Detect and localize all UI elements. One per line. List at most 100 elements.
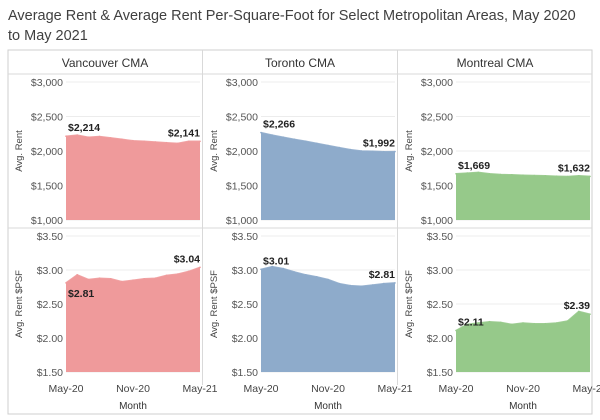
data-point xyxy=(109,137,112,139)
data-point xyxy=(132,139,134,142)
area-series xyxy=(456,172,590,220)
data-point xyxy=(293,271,296,273)
data-point xyxy=(282,267,285,270)
data-point xyxy=(293,138,296,141)
data-point xyxy=(132,279,134,282)
data-point xyxy=(87,278,90,281)
data-point xyxy=(589,175,591,178)
x-tick-label: May-20 xyxy=(438,383,473,395)
data-label-last: $1,632 xyxy=(558,162,590,174)
data-point xyxy=(383,282,385,285)
data-label-first: $2.11 xyxy=(458,317,484,329)
series-header: Toronto CMA xyxy=(265,56,335,70)
y-tick-label: $2.00 xyxy=(427,333,453,345)
data-label-last: $2.81 xyxy=(369,269,395,281)
y-axis-title: Avg. Rent $PSF xyxy=(14,270,25,338)
data-point xyxy=(466,323,469,326)
data-point xyxy=(533,174,535,177)
data-point xyxy=(109,278,112,280)
data-point xyxy=(199,140,201,143)
data-point xyxy=(360,285,363,288)
data-point xyxy=(143,140,145,143)
data-point xyxy=(455,173,457,175)
data-point xyxy=(165,274,168,277)
data-point xyxy=(176,142,179,145)
y-axis-title: Avg. Rent xyxy=(14,130,25,172)
data-point xyxy=(511,174,513,176)
x-axis-title: Month xyxy=(314,401,342,412)
x-axis-title: Month xyxy=(509,401,537,412)
y-tick-label: $1,000 xyxy=(226,215,258,227)
data-point xyxy=(488,320,491,323)
x-tick-label: May-20 xyxy=(243,383,278,395)
y-tick-label: $2.00 xyxy=(232,333,258,345)
chart-border xyxy=(7,49,593,415)
y-tick-label: $2.50 xyxy=(232,299,258,311)
x-tick-label: May-20 xyxy=(48,383,83,395)
data-point xyxy=(282,136,285,138)
y-tick-label: $2.00 xyxy=(37,333,63,345)
data-point xyxy=(316,142,318,145)
data-point xyxy=(566,320,569,322)
data-point xyxy=(371,150,374,153)
data-point xyxy=(165,141,168,144)
y-axis-title: Avg. Rent xyxy=(404,130,415,172)
x-tick-label: May-21 xyxy=(572,383,600,395)
y-tick-label: $1,000 xyxy=(421,215,453,227)
data-point xyxy=(87,136,90,138)
x-axis-title: Month xyxy=(119,401,147,412)
data-point xyxy=(477,171,480,174)
data-point xyxy=(511,323,513,326)
y-tick-label: $3.50 xyxy=(427,231,453,243)
data-label-first: $2,214 xyxy=(68,122,100,134)
y-axis-title: Avg. Rent $PSF xyxy=(404,270,415,338)
data-point xyxy=(121,138,123,141)
x-tick-label: Nov-20 xyxy=(116,383,150,395)
y-tick-label: $2.50 xyxy=(427,299,453,311)
data-point xyxy=(76,274,78,276)
y-tick-label: $3.50 xyxy=(37,231,63,243)
data-point xyxy=(316,276,318,278)
data-label-first: $1,669 xyxy=(458,160,490,172)
data-point xyxy=(338,282,341,285)
data-label-first: $3.01 xyxy=(263,255,289,267)
data-point xyxy=(271,265,274,268)
data-point xyxy=(304,274,307,276)
data-point xyxy=(121,280,123,283)
x-tick-label: May-21 xyxy=(182,383,217,395)
data-point xyxy=(499,173,502,176)
data-point xyxy=(199,266,201,269)
data-point xyxy=(154,141,157,143)
data-label-last: $3.04 xyxy=(174,253,200,265)
y-tick-label: $3,000 xyxy=(421,77,453,89)
area-series xyxy=(261,266,395,372)
data-point xyxy=(533,322,535,325)
x-tick-label: Nov-20 xyxy=(506,383,540,395)
data-point xyxy=(65,135,67,137)
data-point xyxy=(176,273,179,275)
data-point xyxy=(566,175,569,178)
area-series xyxy=(66,135,200,220)
data-point xyxy=(477,322,480,324)
y-tick-label: $3,000 xyxy=(226,77,258,89)
data-point xyxy=(383,150,385,153)
data-point xyxy=(327,278,329,281)
data-point xyxy=(578,310,580,313)
data-point xyxy=(98,277,101,280)
data-point xyxy=(188,270,190,273)
data-label-last: $1,992 xyxy=(363,138,395,150)
y-tick-label: $2,000 xyxy=(421,146,453,158)
data-point xyxy=(360,150,363,152)
data-point xyxy=(98,135,101,138)
y-tick-label: $2,000 xyxy=(31,146,63,158)
data-point xyxy=(371,284,374,286)
y-tick-label: $3.00 xyxy=(427,265,453,277)
data-point xyxy=(522,322,524,324)
data-point xyxy=(555,322,558,324)
data-point xyxy=(394,282,396,284)
data-point xyxy=(455,329,457,332)
y-tick-label: $1,000 xyxy=(31,215,63,227)
x-tick-label: Nov-20 xyxy=(311,383,345,395)
data-point xyxy=(544,175,547,177)
